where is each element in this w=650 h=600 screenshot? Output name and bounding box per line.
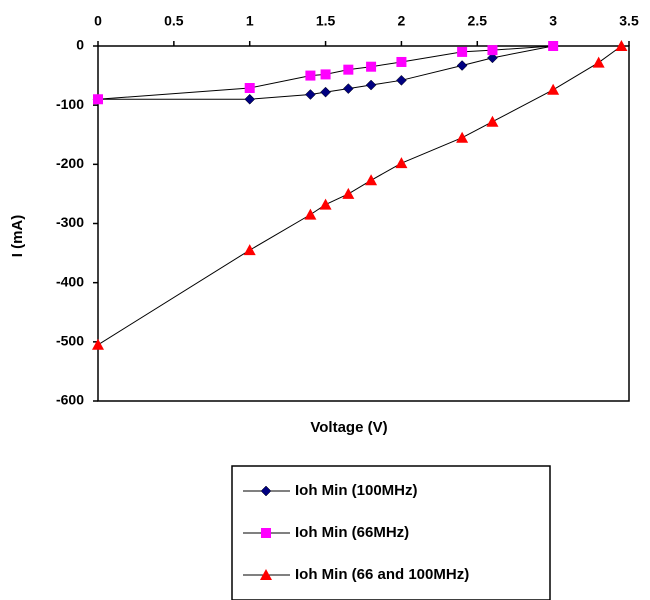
y-tick-label: -500 <box>56 333 84 349</box>
square-point <box>305 70 316 81</box>
series-line <box>97 45 622 346</box>
square-point <box>457 46 468 57</box>
diamond-point <box>396 74 407 86</box>
legend-box <box>231 465 551 600</box>
triangle-point <box>547 83 560 95</box>
y-tick-label: -600 <box>56 392 84 408</box>
legend-label: Ioh Min (66 and 100MHz) <box>295 566 469 583</box>
series-line <box>98 45 554 100</box>
y-tick-label: 0 <box>76 37 84 53</box>
legend-square-icon <box>261 528 271 538</box>
x-tick-label: 1.5 <box>316 13 336 29</box>
x-tick-label: 2.5 <box>468 13 488 29</box>
triangle-point <box>456 131 469 143</box>
diamond-point <box>305 89 316 100</box>
legend-item: Ioh Min (66 and 100MHz) <box>243 566 469 583</box>
series-3 <box>92 40 628 350</box>
square-point <box>244 83 255 94</box>
triangle-point <box>92 338 104 350</box>
legend-triangle-icon <box>260 569 272 580</box>
legend-items: Ioh Min (100MHz) Ioh Min (66MHz) Ioh Min (… <box>243 482 469 583</box>
diamond-point <box>342 83 354 94</box>
legend-diamond-icon <box>260 485 272 497</box>
x-axis-label: Voltage (V) <box>310 419 387 436</box>
square-point <box>487 45 498 56</box>
legend-item: Ioh Min (66MHz) <box>243 524 409 541</box>
series-layer <box>92 40 628 350</box>
legend: Ioh Min (100MHz) Ioh Min (66MHz) Ioh Min (… <box>231 465 551 600</box>
triangle-point <box>486 115 499 127</box>
triangle-point <box>243 244 256 256</box>
x-tick-label: 0.5 <box>164 13 184 29</box>
legend-item: Ioh Min (100MHz) <box>243 482 418 499</box>
series-2 <box>93 41 559 105</box>
y-tick-label: -400 <box>56 273 84 289</box>
diamond-point <box>365 79 377 91</box>
diamond-point <box>456 60 468 71</box>
square-point <box>548 41 559 51</box>
triangle-point <box>319 198 332 210</box>
diamond-point <box>244 93 256 105</box>
square-point <box>343 64 354 75</box>
y-axis-label: I (mA) <box>9 215 26 258</box>
legend-label: Ioh Min (100MHz) <box>295 482 418 499</box>
triangle-point <box>395 157 408 169</box>
triangle-point <box>615 40 628 51</box>
square-point <box>320 69 331 80</box>
triangle-point <box>304 208 317 220</box>
legend-label: Ioh Min (66MHz) <box>295 524 409 541</box>
x-tick-label: 2 <box>398 13 406 29</box>
diamond-point <box>320 86 331 98</box>
square-point <box>366 61 377 72</box>
diamond-point <box>487 52 498 64</box>
y-axis-ticks: 0 -100 -200 -300 -400 -500 -600 <box>56 37 98 408</box>
y-tick-label: -300 <box>56 214 84 230</box>
y-tick-label: -100 <box>56 96 84 112</box>
x-tick-label: 0 <box>94 13 102 29</box>
x-axis-ticks: 0 0.5 1 1.5 2 2.5 3 3.5 <box>94 13 639 46</box>
x-tick-label: 3 <box>549 13 557 29</box>
triangle-point <box>592 56 605 68</box>
triangle-point <box>365 174 378 186</box>
series-line <box>97 45 554 100</box>
x-tick-label: 3.5 <box>619 13 639 29</box>
square-point <box>93 94 103 105</box>
triangle-point <box>342 187 355 199</box>
x-tick-label: 1 <box>246 13 254 29</box>
y-tick-label: -200 <box>56 155 84 171</box>
square-point <box>396 56 407 67</box>
